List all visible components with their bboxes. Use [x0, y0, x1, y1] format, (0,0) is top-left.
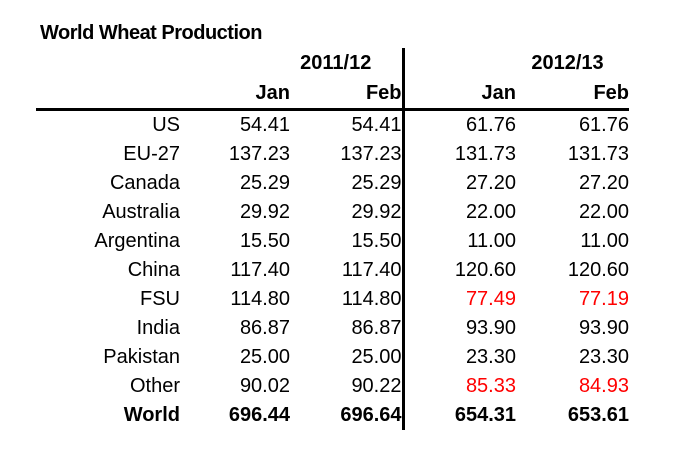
spacer-cell	[180, 48, 290, 79]
cell-value: 696.44	[228, 404, 290, 426]
row-label: US	[152, 114, 180, 136]
month-header-feb-1: Feb	[290, 79, 405, 111]
cell-value: 29.92	[239, 201, 290, 223]
table-row: India 86.87 86.87 93.90 93.90	[36, 314, 629, 343]
spacer-cell	[403, 48, 516, 79]
row-label: EU-27	[123, 143, 180, 165]
cell-value: 137.23	[228, 143, 290, 165]
cell-value: 54.41	[239, 114, 290, 136]
row-label: FSU	[140, 288, 180, 310]
cell-value: 54.41	[290, 109, 405, 140]
cell-value: 77.49	[465, 288, 516, 310]
cell-value: 61.76	[578, 114, 629, 136]
cell-value: 90.02	[239, 375, 290, 397]
page-title: World Wheat Production	[40, 22, 262, 44]
spacer-cell	[36, 79, 180, 111]
row-label: Australia	[102, 201, 180, 223]
row-label: Canada	[109, 172, 180, 194]
cell-value: 120.60	[454, 259, 516, 281]
table-body: US 54.41 54.41 61.76 61.76 EU-27 137.23 137.23 1…	[36, 109, 629, 430]
cell-value: 131.73	[567, 143, 629, 165]
year-header-2011-12: 2011/12	[290, 48, 405, 79]
table-row: Pakistan 25.00 25.00 23.30 23.30	[36, 343, 629, 372]
cell-value: 93.90	[465, 317, 516, 339]
cell-value: 15.50	[290, 227, 405, 256]
cell-value: 654.31	[454, 404, 516, 426]
production-table: 2011/12 2012/13 Jan Feb Jan Feb US 54.41 5…	[36, 48, 629, 430]
cell-value: 137.23	[290, 140, 405, 169]
cell-value: 86.87	[239, 317, 290, 339]
spacer-cell	[36, 48, 180, 79]
cell-value: 131.73	[454, 143, 516, 165]
cell-value: 93.90	[578, 317, 629, 339]
row-label: Other	[129, 375, 180, 397]
cell-value: 25.00	[290, 343, 405, 372]
cell-value: 22.00	[465, 201, 516, 223]
cell-value: 117.40	[290, 256, 405, 285]
cell-value: 27.20	[578, 172, 629, 194]
cell-value: 696.64	[290, 401, 405, 430]
cell-value: 11.00	[467, 230, 516, 252]
cell-value: 90.22	[290, 372, 405, 401]
row-label: World	[123, 404, 180, 426]
cell-value: 22.00	[578, 201, 629, 223]
row-label: Argentina	[94, 230, 180, 252]
row-label: India	[136, 317, 180, 339]
cell-value: 23.30	[465, 346, 516, 368]
cell-value: 114.80	[230, 288, 290, 310]
cell-value: 114.80	[290, 285, 405, 314]
cell-value: 653.61	[567, 404, 629, 426]
cell-value: 86.87	[290, 314, 405, 343]
table-row: Other 90.02 90.22 85.33 84.93	[36, 372, 629, 401]
cell-value: 85.33	[465, 375, 516, 397]
cell-value: 27.20	[465, 172, 516, 194]
cell-value: 15.50	[239, 230, 290, 252]
month-header-jan-1: Jan	[180, 79, 290, 111]
month-header-feb-2: Feb	[516, 79, 629, 111]
table-row: Australia 29.92 29.92 22.00 22.00	[36, 198, 629, 227]
table-row: China 117.40 117.40 120.60 120.60	[36, 256, 629, 285]
table-row: FSU 114.80 114.80 77.49 77.19	[36, 285, 629, 314]
cell-value: 29.92	[290, 198, 405, 227]
cell-value: 120.60	[567, 259, 629, 281]
cell-value: 23.30	[578, 346, 629, 368]
month-header-row: Jan Feb Jan Feb	[36, 79, 629, 111]
month-header-jan-2: Jan	[403, 79, 516, 111]
cell-value: 25.29	[290, 169, 405, 198]
cell-value: 25.00	[239, 346, 290, 368]
cell-value: 84.93	[578, 375, 629, 397]
cell-value: 77.19	[578, 288, 629, 310]
cell-value: 11.00	[580, 230, 629, 252]
year-header-2012-13: 2012/13	[531, 52, 604, 74]
cell-value: 117.40	[230, 259, 290, 281]
cell-value: 61.76	[465, 114, 516, 136]
table-row: Canada 25.29 25.29 27.20 27.20	[36, 169, 629, 198]
table-row: World 696.44 696.64 654.31 653.61	[36, 401, 629, 430]
table-row: Argentina 15.50 15.50 11.00 11.00	[36, 227, 629, 256]
table-row: EU-27 137.23 137.23 131.73 131.73	[36, 140, 629, 169]
table-row: US 54.41 54.41 61.76 61.76	[36, 109, 629, 140]
row-label: Pakistan	[103, 346, 180, 368]
year-header-row: 2011/12 2012/13	[36, 48, 629, 79]
cell-value: 25.29	[239, 172, 290, 194]
row-label: China	[127, 259, 180, 281]
